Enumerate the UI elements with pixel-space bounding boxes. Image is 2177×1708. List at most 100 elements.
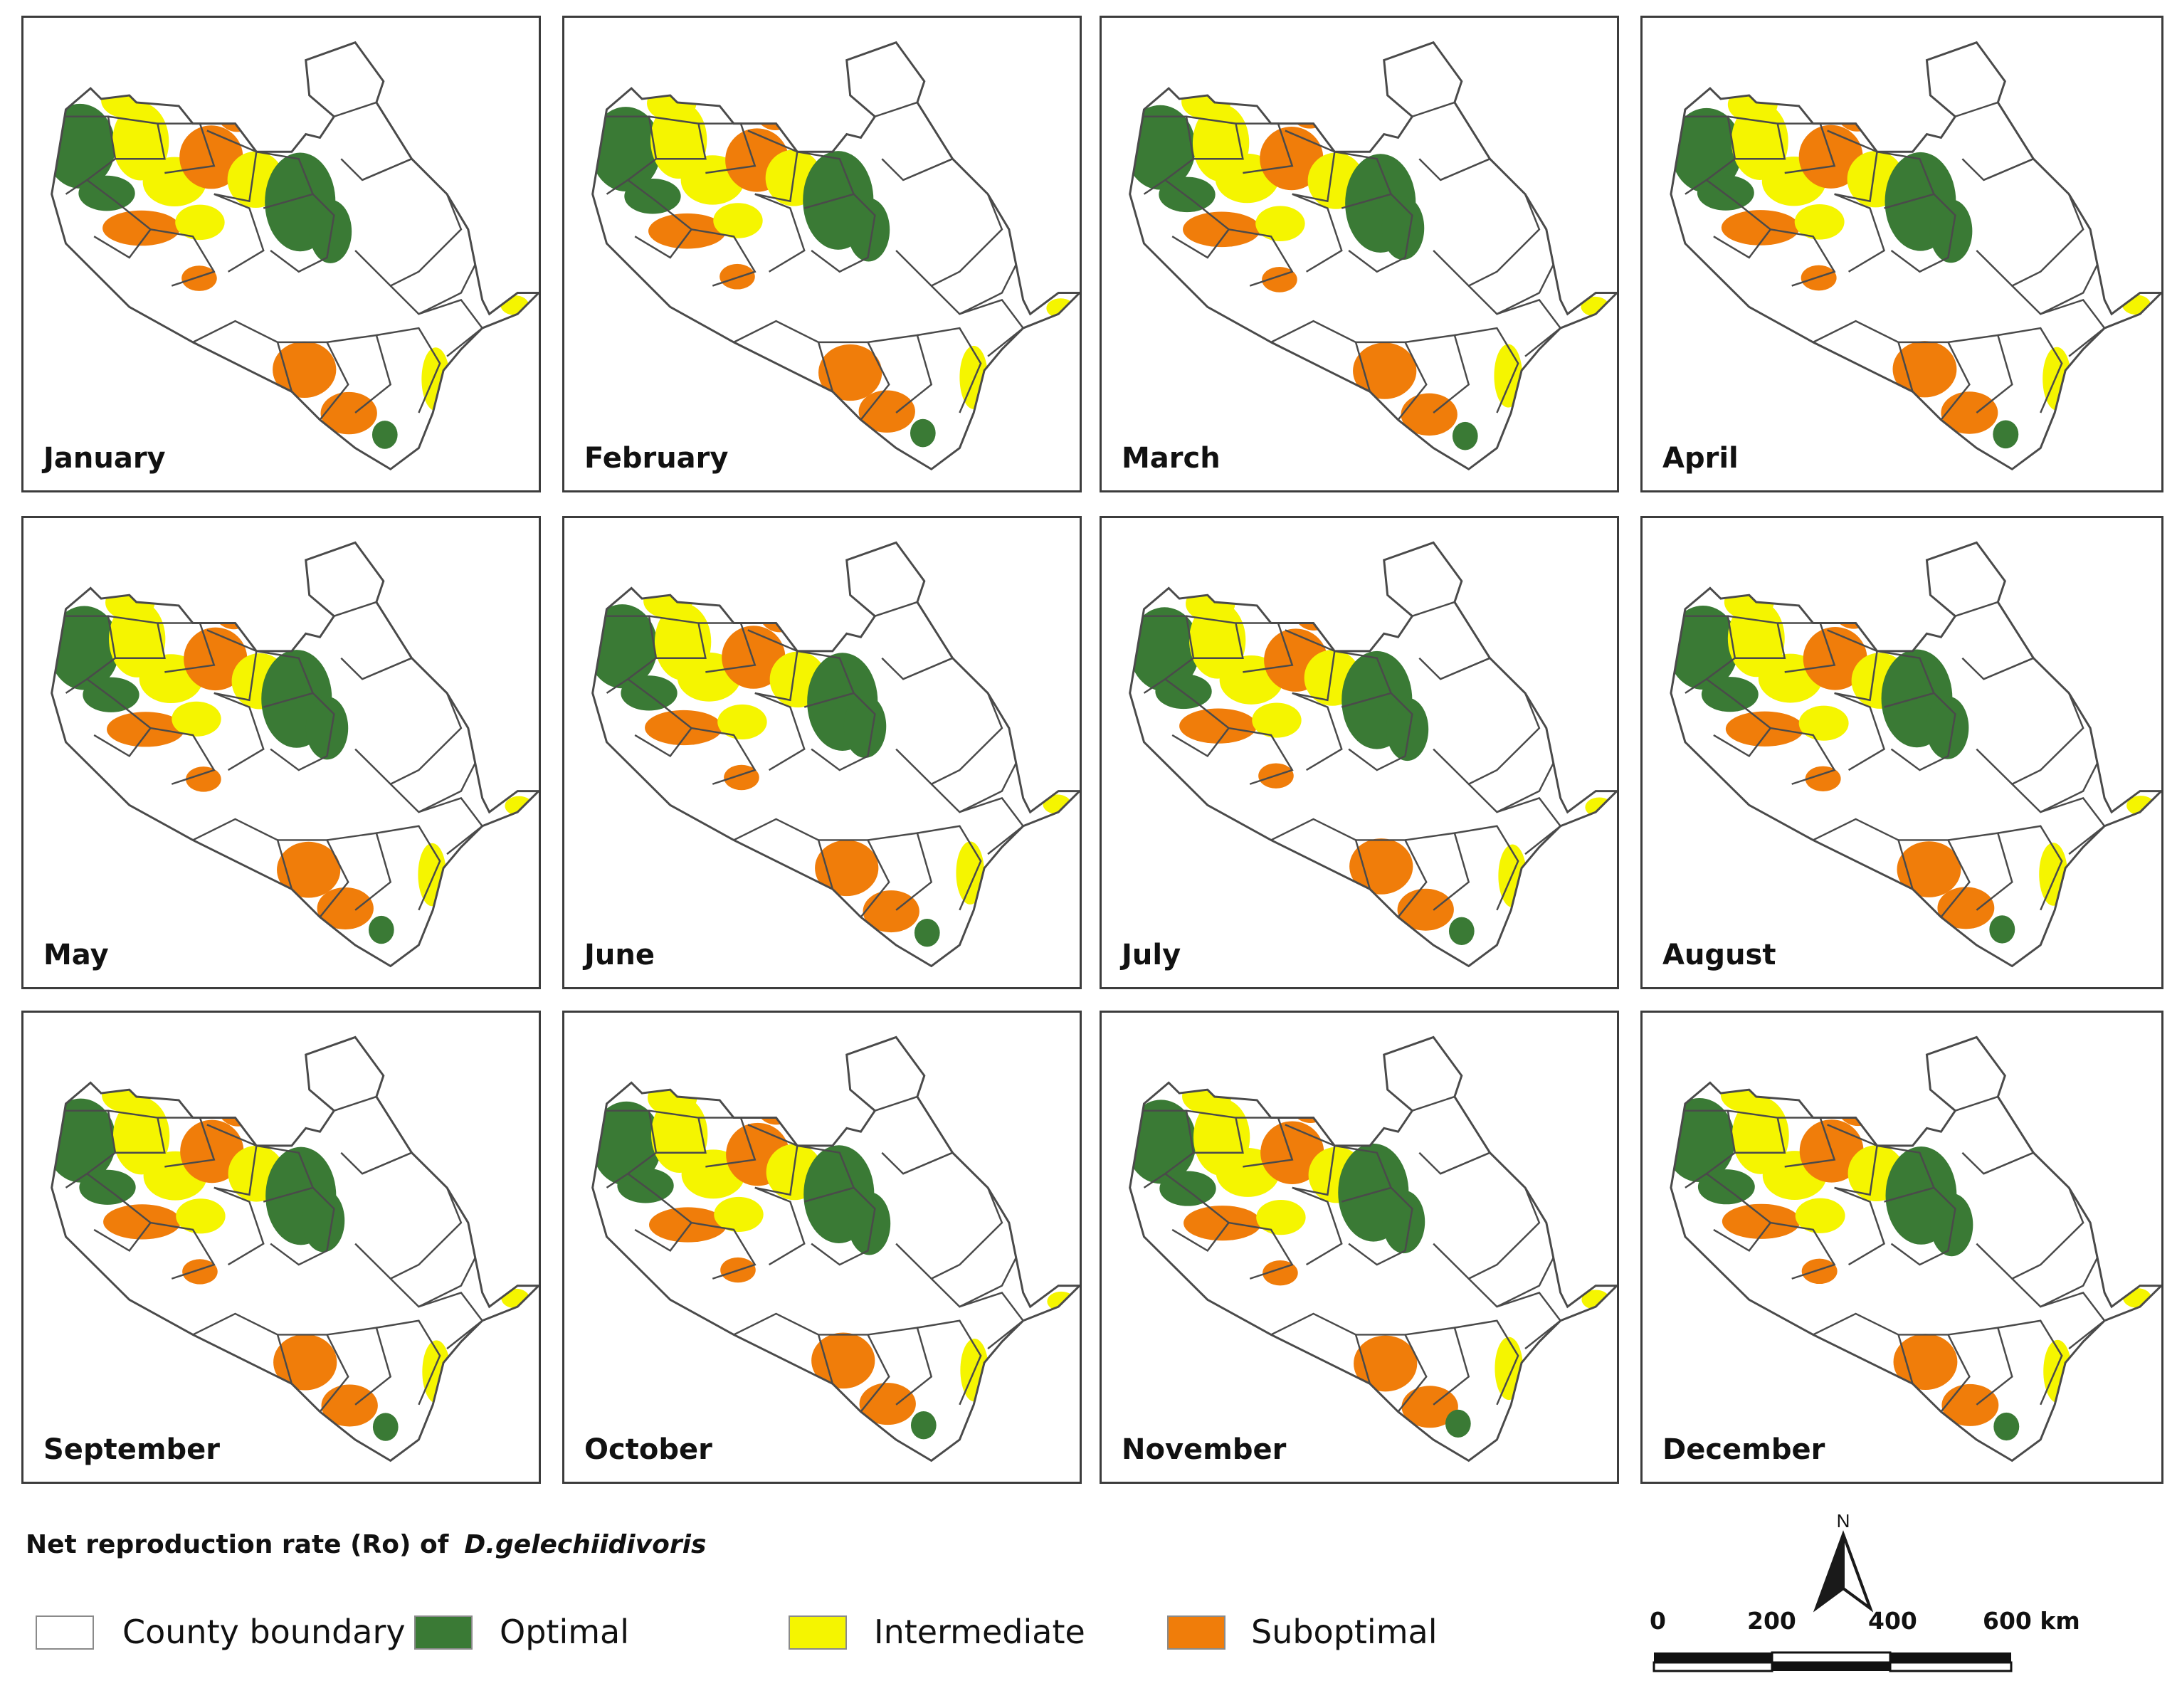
county-boundary [270, 193, 335, 273]
county-boundary [1955, 601, 2035, 680]
county-boundary [1348, 1187, 1413, 1266]
intermediate-area [172, 701, 221, 737]
optimal-area [910, 1411, 937, 1440]
county-boundary [270, 692, 335, 771]
county-boundary [1235, 622, 1294, 673]
county-boundary [895, 157, 1003, 288]
intermediate-area [500, 295, 529, 315]
suboptimal-area [1260, 1121, 1324, 1184]
county-boundary [1405, 1327, 1470, 1406]
optimal-area [617, 1168, 674, 1203]
county-boundary [1827, 1124, 1878, 1196]
county-boundary [1813, 320, 1914, 392]
county-boundary [278, 1334, 349, 1413]
county-boundary [1777, 622, 1836, 673]
county-boundary [895, 1151, 1003, 1280]
county-boundary [1813, 1312, 1914, 1384]
county-boundary [1164, 678, 1230, 758]
suitability-map [591, 1035, 1080, 1462]
intermediate-area [1731, 1097, 1789, 1174]
county-boundary [648, 115, 707, 160]
county-boundary [150, 228, 216, 287]
optimal-area [1381, 196, 1425, 260]
intermediate-area [1798, 705, 1849, 741]
suboptimal-swatch [1167, 1615, 1225, 1650]
county-boundary [1348, 193, 1413, 273]
optimal-area [1386, 697, 1429, 761]
county-boundary [1292, 692, 1343, 771]
county-boundary [1270, 818, 1371, 890]
county-boundary [192, 818, 293, 890]
optimal-area [1452, 421, 1478, 450]
county-boundary [1270, 1312, 1371, 1384]
suboptimal-area [649, 1207, 727, 1243]
county-boundary [389, 194, 477, 315]
optimal-area [847, 198, 890, 262]
county-boundary [333, 601, 413, 680]
county-boundary [333, 1095, 413, 1175]
county-boundary [107, 115, 166, 160]
county-boundary [418, 1291, 484, 1350]
suboptimal-area [1801, 265, 1837, 291]
county-boundary [754, 193, 806, 273]
county-boundary [698, 122, 757, 174]
county-boundary [278, 341, 349, 421]
optimal-area [848, 1191, 891, 1255]
county-boundary [1348, 692, 1413, 771]
species-name: D.gelechiidivoris [464, 1530, 707, 1559]
county-boundary [389, 692, 477, 813]
county-boundary [1497, 1291, 1562, 1350]
north-arrow-icon: N [1813, 1510, 1874, 1613]
suboptimal-area [863, 890, 919, 933]
intermediate-area [1255, 206, 1305, 241]
suboptimal-area [321, 1384, 378, 1427]
suitability-map [1129, 41, 1617, 471]
suboptimal-area [1183, 211, 1261, 248]
county-boundary [1467, 1187, 1555, 1308]
county-boundary [895, 657, 1003, 786]
optimal-area [1989, 915, 2015, 944]
county-boundary [747, 1124, 798, 1196]
optimal-area [1129, 607, 1200, 692]
optimal-area [910, 418, 936, 448]
map-panel-2: March [1100, 16, 1619, 492]
optimal-area [1993, 1412, 2020, 1441]
intermediate-area [1720, 1077, 1771, 1112]
suboptimal-area [1892, 341, 1957, 398]
intermediate-area [1256, 1200, 1306, 1235]
county-boundary [206, 629, 258, 702]
optimal-area [302, 1188, 345, 1253]
county-boundary [376, 825, 441, 911]
month-label: December [1662, 1433, 1825, 1466]
map-panel-10: November [1100, 1011, 1619, 1484]
county-boundary [327, 1327, 392, 1406]
map-panel-8: September [21, 1011, 541, 1484]
county-boundary [192, 320, 293, 392]
suitability-map [51, 541, 539, 968]
intermediate-area [2122, 295, 2151, 315]
county-boundary [1285, 130, 1336, 203]
map-panel-9: October [562, 1011, 1082, 1484]
county-boundary [930, 1187, 1018, 1308]
county-boundary [354, 657, 463, 786]
optimal-area [843, 695, 887, 758]
optimal-area [368, 915, 394, 944]
county-boundary [874, 1095, 954, 1175]
intermediate-area [2123, 1288, 2152, 1308]
county-boundary [917, 825, 982, 911]
intermediate-area [1188, 601, 1246, 679]
county-boundary [1877, 650, 1936, 708]
optimal-area [1129, 105, 1196, 190]
county-boundary [2040, 796, 2106, 855]
county-boundary [1998, 825, 2063, 911]
month-label: July [1122, 939, 1181, 971]
intermediate-area [175, 204, 225, 241]
suboptimal-area [859, 1383, 916, 1425]
county-boundary [1727, 615, 1786, 659]
county-boundary [214, 193, 265, 273]
county-boundary [811, 692, 876, 771]
county-boundary [1285, 1124, 1336, 1196]
county-boundary [354, 157, 463, 288]
county-boundary [1877, 1144, 1936, 1203]
county-boundary [1356, 341, 1428, 421]
